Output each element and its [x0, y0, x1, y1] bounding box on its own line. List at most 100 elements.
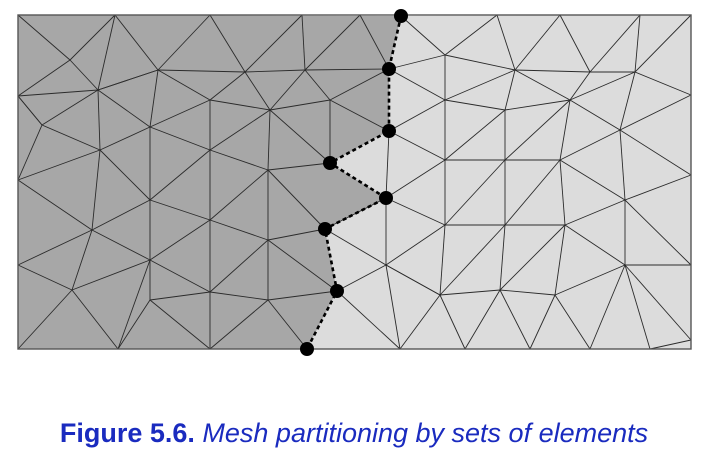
mesh-edge	[41, 124, 101, 151]
mesh-edge	[269, 69, 306, 111]
mesh-edge	[209, 71, 246, 101]
mesh-edge	[329, 99, 390, 132]
mesh-edge	[559, 159, 626, 201]
mesh-edge	[157, 69, 211, 101]
mesh-edge	[304, 14, 361, 71]
mesh-edge	[209, 291, 269, 301]
mesh-edge	[388, 68, 446, 101]
mesh-edge	[149, 291, 211, 301]
mesh-edge	[157, 14, 211, 71]
mesh-edge	[17, 14, 71, 61]
mesh-edge	[439, 289, 501, 296]
mesh-edge	[97, 89, 151, 128]
mesh-edge	[464, 289, 501, 350]
mesh-edge	[634, 71, 692, 96]
mesh-edge	[504, 69, 516, 111]
mesh-edge	[400, 15, 446, 56]
mesh-edge	[649, 339, 692, 350]
mesh-edge	[17, 264, 73, 291]
mesh-partition-diagram	[17, 9, 692, 356]
mesh-edge	[444, 14, 498, 56]
mesh-edge	[17, 149, 101, 181]
mesh-edge	[69, 14, 116, 61]
mesh-edge	[117, 299, 151, 350]
mesh-edge	[209, 109, 271, 151]
mesh-edge	[69, 59, 99, 91]
mesh-edge	[554, 294, 591, 350]
mesh-edge	[499, 224, 506, 291]
mesh-edge	[624, 199, 692, 266]
interface-node	[379, 191, 393, 205]
mesh-edge	[149, 259, 211, 293]
mesh-edge	[97, 89, 101, 151]
mesh-edge	[209, 299, 269, 350]
mesh-edge	[209, 99, 271, 111]
mesh-edge	[324, 228, 387, 266]
interface-node	[394, 9, 408, 23]
mesh-edge	[267, 162, 331, 171]
mesh-edge	[267, 228, 326, 241]
mesh-edge	[444, 109, 506, 161]
mesh-edge	[267, 299, 308, 350]
mesh-edge	[529, 294, 556, 350]
mesh-edge	[97, 69, 159, 91]
mesh-edge	[91, 149, 101, 231]
left-partition-region	[18, 15, 401, 349]
mesh-edge	[244, 71, 271, 111]
mesh-edge	[385, 197, 446, 226]
mesh-edge	[267, 109, 271, 171]
mesh-edge	[385, 224, 446, 266]
mesh-edge	[149, 69, 159, 128]
mesh-edge	[589, 264, 626, 350]
mesh-edge	[209, 149, 269, 171]
mesh-edge	[269, 109, 331, 164]
mesh-edge	[569, 71, 636, 101]
mesh-edge	[439, 224, 506, 296]
mesh-edge	[569, 99, 621, 131]
mesh-edge	[554, 224, 566, 296]
mesh-edge	[91, 199, 151, 231]
mesh-edge	[267, 290, 338, 301]
mesh-edge	[17, 289, 73, 350]
caption-text: Mesh partitioning by sets of elements	[194, 418, 649, 448]
mesh-edge	[149, 99, 211, 128]
mesh-edge	[244, 14, 303, 73]
mesh-edge	[209, 219, 269, 241]
mesh-edge	[336, 264, 387, 292]
mesh-edge	[209, 169, 269, 221]
interface-node	[323, 156, 337, 170]
partition-interface-line	[305, 15, 403, 350]
mesh-edge	[624, 264, 651, 350]
mesh-edge	[17, 95, 43, 126]
mesh-edge	[336, 290, 401, 350]
mesh-edge	[564, 224, 626, 266]
mesh-edge	[559, 129, 621, 161]
mesh-edge	[17, 124, 43, 181]
mesh-edge	[624, 264, 692, 341]
mesh-edge	[619, 129, 626, 201]
mesh-edge	[304, 68, 390, 71]
mesh-edge	[444, 54, 516, 71]
mesh-edge	[17, 89, 99, 97]
mesh-edge	[634, 14, 692, 73]
mesh-edge	[71, 259, 151, 291]
mesh-edge	[244, 69, 306, 73]
mesh-edge	[399, 294, 441, 350]
mesh-edge	[149, 299, 211, 350]
mesh-edge	[634, 14, 641, 73]
mesh-edge	[267, 239, 338, 292]
mesh-edge	[388, 54, 446, 70]
mesh-edge	[17, 179, 93, 231]
interface-nodes	[300, 9, 408, 356]
mesh-edge	[301, 14, 306, 71]
mesh-edge	[619, 71, 636, 131]
interface-node	[382, 124, 396, 138]
mesh-edge	[514, 14, 561, 71]
mesh-edge	[359, 14, 390, 70]
caption-label: Figure 5.6.	[59, 418, 195, 448]
mesh-edge	[149, 149, 211, 201]
mesh-edge	[41, 89, 99, 126]
mesh-edge	[99, 126, 151, 151]
mesh-edge	[149, 126, 211, 151]
interface-node	[318, 222, 332, 236]
